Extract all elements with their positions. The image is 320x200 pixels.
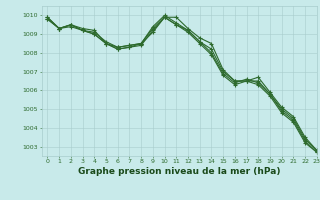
X-axis label: Graphe pression niveau de la mer (hPa): Graphe pression niveau de la mer (hPa) (78, 167, 280, 176)
